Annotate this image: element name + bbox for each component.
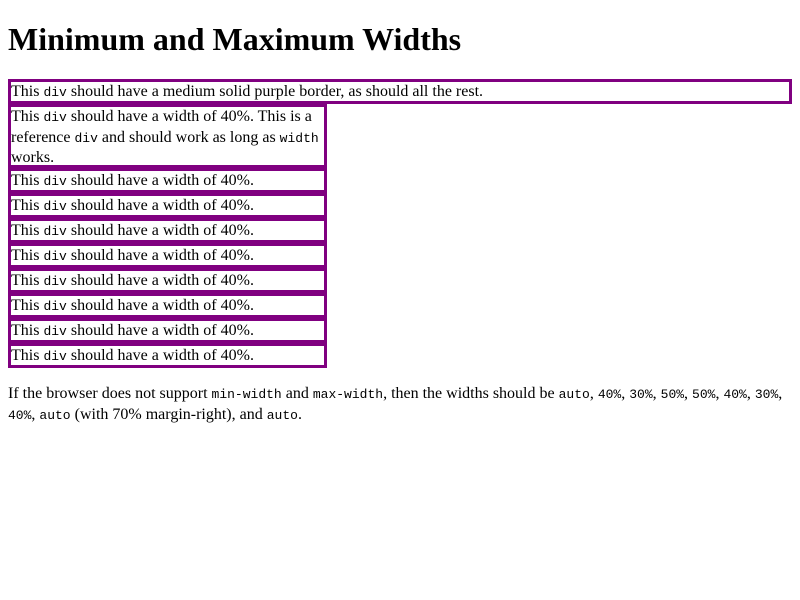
box-text: This div should have a width of 40%. [11,247,254,264]
box-text: This div should have a width of 40%. [11,197,254,214]
box-text: This div should have a width of 40%. [11,272,254,289]
width-40-box: This div should have a width of 40%. [8,268,327,293]
width-40-box: This div should have a width of 40%. [8,343,327,368]
box-text: This div should have a width of 40%. [11,347,254,364]
box-text: This div should have a width of 40%. [11,172,254,189]
width-40-box: This div should have a width of 40%. [8,318,327,343]
box-text: This div should have a width of 40%. [11,222,254,239]
box-text: This div should have a width of 40%. Thi… [11,108,319,166]
box-text: This div should have a width of 40%. [11,297,254,314]
width-40-box: This div should have a width of 40%. [8,168,327,193]
reference-box: This div should have a width of 40%. Thi… [8,104,327,168]
fallback-note: If the browser does not support min-widt… [8,385,783,423]
width-40-box: This div should have a width of 40%. [8,293,327,318]
width-box-list: This div should have a width of 40%. This… [8,168,792,368]
width-40-box: This div should have a width of 40%. [8,243,327,268]
test-boxes: This div should have a medium solid purp… [8,79,792,368]
purple-border-box-full: This div should have a medium solid purp… [8,79,792,104]
width-40-box: This div should have a width of 40%. [8,193,327,218]
page-title: Minimum and Maximum Widths [8,21,462,57]
width-40-box: This div should have a width of 40%. [8,218,327,243]
box-text: This div should have a medium solid purp… [11,83,484,100]
page: Minimum and Maximum Widths This div shou… [8,21,792,423]
box-text: This div should have a width of 40%. [11,322,254,339]
